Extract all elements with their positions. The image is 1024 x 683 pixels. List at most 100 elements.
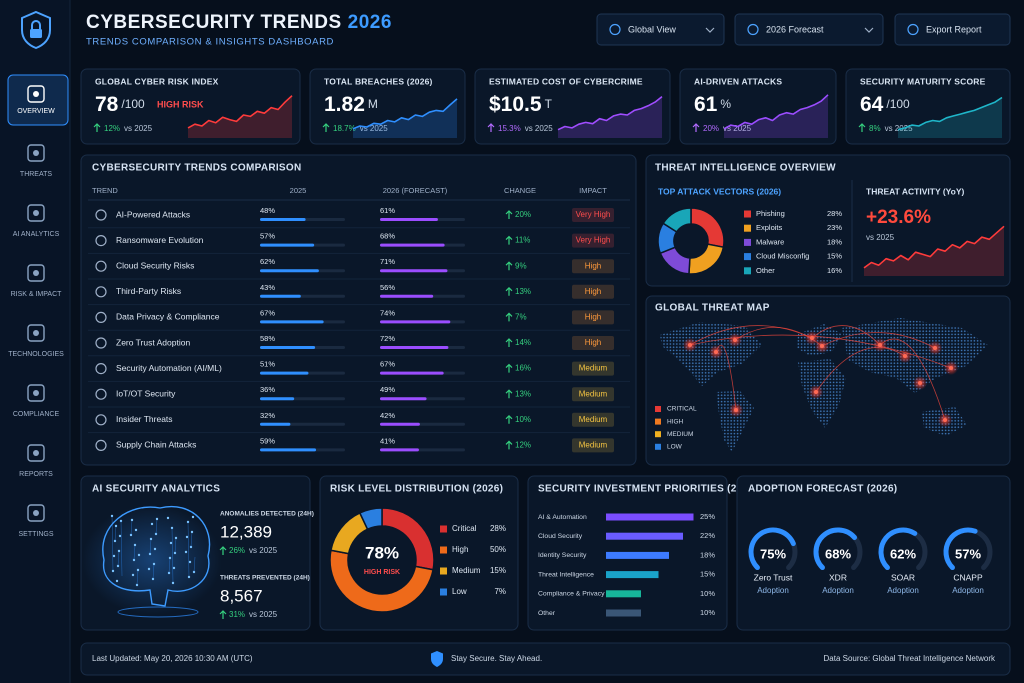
brain-node (134, 528, 138, 532)
legend-label: Cloud Misconfig (756, 252, 809, 261)
bar (380, 371, 444, 375)
sparkline (723, 94, 829, 130)
kpi-value: 78/100 (95, 93, 145, 116)
nav-icon[interactable] (27, 144, 45, 162)
change-value: 13% (515, 287, 531, 296)
kpi-card (309, 68, 466, 145)
bar (380, 243, 445, 247)
section-title: TOP ATTACK VECTORS (2026) (658, 186, 781, 196)
investment-value: 15% (700, 570, 715, 579)
brain-link (117, 550, 120, 567)
kpi-unit: /100 (886, 97, 910, 111)
kpi-compare: vs 2025 (723, 124, 752, 133)
risk-center-value: 78% (365, 543, 399, 562)
brain-node (112, 554, 116, 558)
stat-value: 12,389 (220, 522, 272, 541)
impact-label: Medium (579, 441, 608, 450)
nav-label: SETTINGS (18, 531, 53, 538)
bar (260, 218, 306, 221)
hotspot (918, 381, 922, 385)
change-value: 20% (515, 210, 531, 219)
bar (380, 320, 451, 324)
value-label: 42% (380, 411, 395, 420)
nav-label: THREATS (20, 171, 52, 178)
legend-value: 50% (490, 545, 506, 554)
attack-arc (879, 338, 946, 421)
legend-label: MEDIUM (667, 431, 693, 438)
investment-label: Other (538, 610, 556, 617)
row-icon (95, 286, 107, 298)
brain-base (117, 606, 199, 618)
stat-value: 8,567 (220, 586, 263, 605)
impact-badge (572, 310, 614, 325)
legend-label: HIGH (667, 418, 684, 425)
brain-node (117, 549, 121, 553)
nav-label: TECHNOLOGIES (8, 351, 64, 358)
adoption-panel (736, 475, 1011, 631)
nav-icon-dot (33, 91, 39, 97)
brain-node (130, 518, 134, 522)
nav-icon[interactable] (27, 444, 45, 462)
up-arrow-icon (219, 546, 227, 555)
nav-icon[interactable] (27, 264, 45, 282)
legend-label: Other (756, 266, 775, 275)
gauge-sublabel: Adoption (887, 586, 919, 595)
kpi-compare: vs 2025 (124, 124, 153, 133)
brain-glow (82, 505, 222, 615)
brain-node (190, 530, 194, 534)
nav-icon[interactable] (27, 504, 45, 522)
header-button[interactable] (734, 13, 884, 46)
sparkline-area (558, 96, 662, 138)
sparkline-area (864, 226, 1004, 276)
panel-title: RISK LEVEL DISTRIBUTION (2026) (330, 484, 503, 495)
nav-label: AI ANALYTICS (13, 231, 60, 238)
investment-label: Identity Security (538, 552, 587, 559)
brain-node (187, 575, 191, 579)
brain-node (155, 517, 159, 521)
investment-value: 10% (700, 608, 715, 617)
impact-badge (572, 336, 614, 350)
nav-icon[interactable] (27, 85, 45, 103)
attack-arc (811, 325, 881, 346)
value-label: 59% (260, 436, 275, 445)
trends-panel (80, 154, 637, 466)
up-arrow-icon (505, 440, 513, 450)
header-button[interactable] (894, 13, 1011, 46)
legend-swatch (744, 253, 751, 261)
kpi-badge: HIGH RISK (157, 99, 204, 109)
brain-node (114, 524, 118, 528)
brain-outline (102, 505, 211, 607)
impact-label: High (585, 313, 601, 322)
brain-node (152, 562, 156, 566)
legend-swatch (440, 588, 447, 596)
header-button[interactable] (596, 13, 725, 46)
column-header: IMPACT (579, 186, 607, 195)
kpi-title: GLOBAL CYBER RISK INDEX (95, 76, 219, 86)
kpi-number: 1.82 (324, 93, 365, 116)
impact-badge (572, 387, 614, 402)
stat-change: 26% vs 2025 (229, 546, 278, 555)
bar (260, 448, 317, 452)
row-icon (95, 337, 107, 349)
kpi-card (845, 68, 1011, 145)
gauge-fill (813, 527, 858, 571)
value-label: 51% (260, 360, 275, 369)
brain-link (133, 544, 136, 561)
impact-label: High (585, 287, 601, 296)
nav-icon[interactable] (27, 384, 45, 402)
legend-label: High (452, 545, 468, 554)
hotspot (949, 366, 953, 370)
sparkline-area (353, 98, 457, 138)
donut-segment (358, 507, 383, 531)
nav-icon[interactable] (27, 324, 45, 342)
bar (606, 532, 683, 540)
row-icon (95, 414, 107, 426)
value-label: 48% (260, 206, 275, 215)
attack-arc (815, 347, 906, 393)
value-label: 67% (260, 308, 275, 317)
brain-link (190, 531, 193, 548)
nav-icon[interactable] (27, 204, 45, 222)
nav-active-bg[interactable] (7, 74, 69, 126)
value-label: 56% (380, 283, 395, 292)
brain-node (172, 566, 176, 570)
